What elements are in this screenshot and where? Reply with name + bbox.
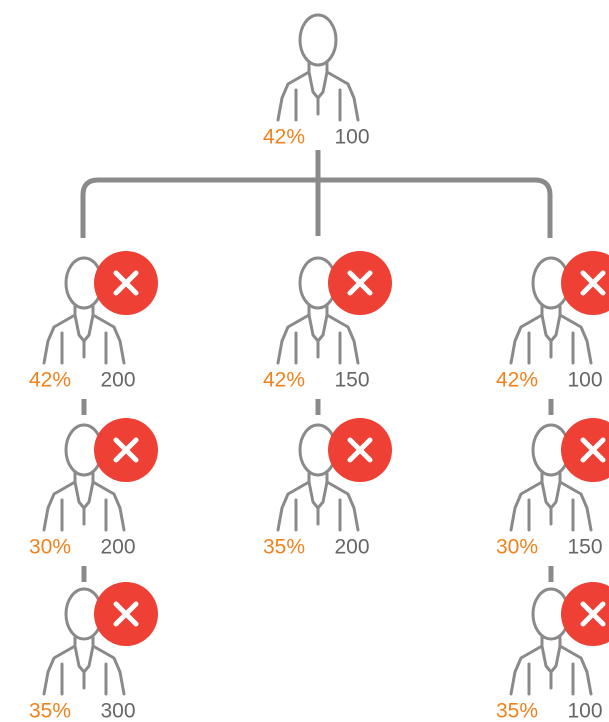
value-label: 200 [334,536,369,559]
reject-badge [94,418,158,482]
reject-badge [94,582,158,646]
percent-label: 35% [496,700,538,722]
value-label: 200 [100,369,135,392]
reject-badge [561,251,609,315]
percent-label: 30% [496,536,538,559]
person-node: 42% 100 [496,251,609,392]
person-node: 42% 150 [263,251,392,392]
reject-badge [561,418,609,482]
person-node: 42% 100 [263,13,370,149]
reject-badge [94,251,158,315]
percent-label: 35% [263,536,305,559]
value-label: 100 [567,700,602,722]
value-label: 200 [100,536,135,559]
percent-label: 42% [263,126,305,149]
person-node: 30% 200 [29,418,158,559]
value-label: 150 [567,536,602,559]
value-label: 100 [334,126,369,149]
value-label: 150 [334,369,369,392]
person-icon [276,13,360,122]
reject-badge [561,582,609,646]
percent-label: 42% [496,369,538,392]
person-node: 35% 100 [496,582,609,722]
value-label: 300 [100,700,135,722]
reject-badge [328,418,392,482]
person-node: 42% 200 [29,251,158,392]
percent-label: 30% [29,536,71,559]
percent-label: 42% [29,369,71,392]
percent-label: 42% [263,369,305,392]
connector [80,150,553,238]
percent-label: 35% [29,700,71,722]
person-node: 35% 300 [29,582,158,722]
reject-badge [328,251,392,315]
value-label: 100 [567,369,602,392]
person-node: 35% 200 [263,418,392,559]
person-node: 30% 150 [496,418,609,559]
